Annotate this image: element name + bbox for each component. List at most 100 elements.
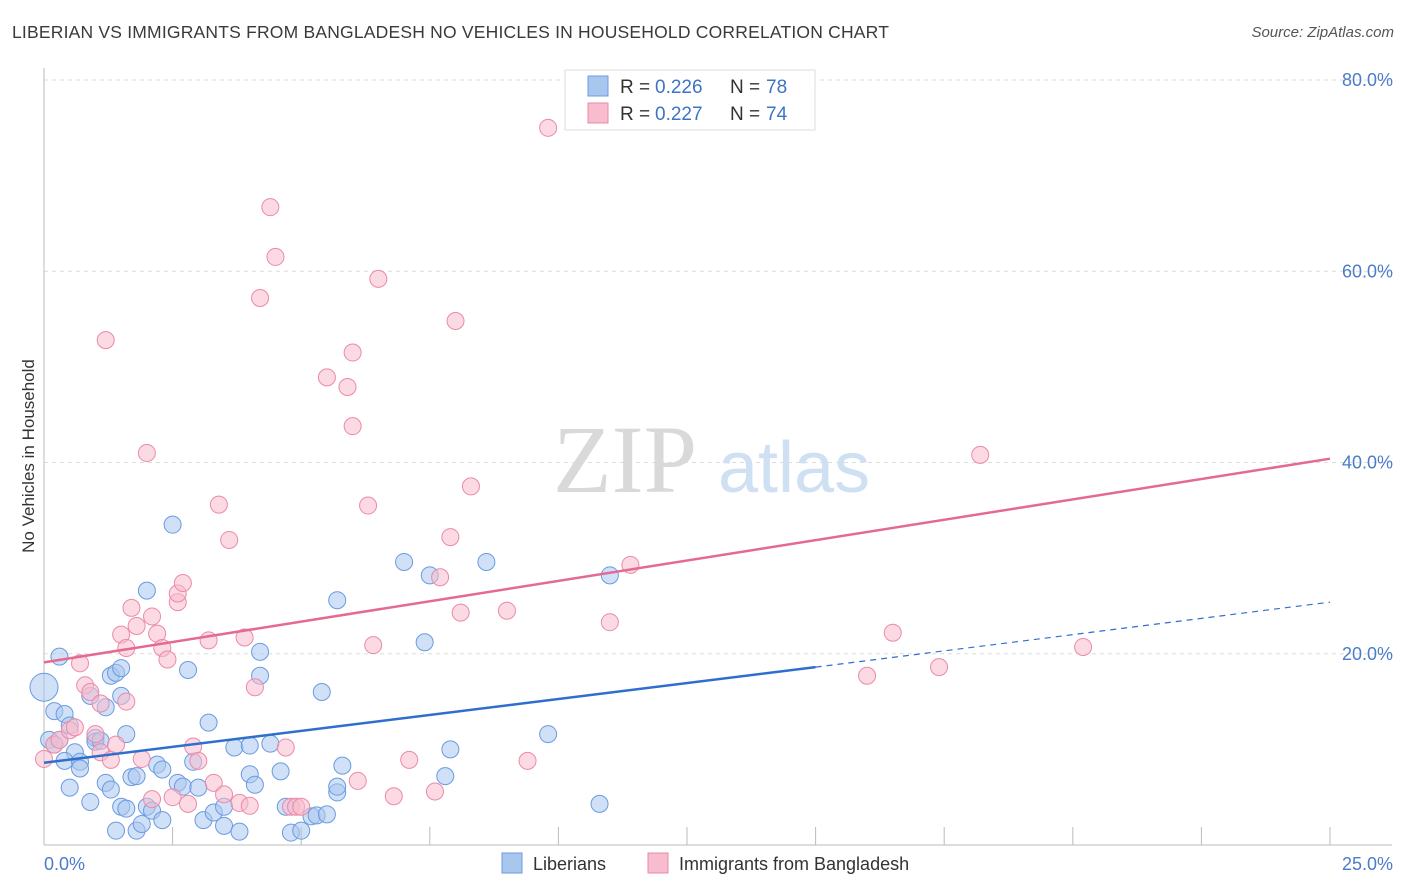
point-series1-9 (91, 694, 110, 713)
point-series0-66 (328, 591, 347, 610)
point-series0-77 (590, 794, 609, 813)
point-series0-28 (117, 799, 136, 818)
point-series1-25 (158, 650, 177, 669)
point-series0-21 (112, 659, 131, 678)
point-series0-33 (137, 581, 156, 600)
y-tick-labels: 20.0% 40.0% 60.0% 80.0% (1342, 70, 1393, 664)
point-series1-40 (240, 796, 259, 815)
y-tick-label-0: 20.0% (1342, 644, 1393, 664)
point-series1-20 (137, 443, 156, 462)
point-series1-72 (930, 658, 949, 677)
legend-r-value-2: 0.227 (655, 104, 703, 125)
bottom-legend-bangladesh: Immigrants from Bangladesh (679, 854, 909, 874)
point-series0-37 (153, 760, 172, 779)
x-tick-labels: 0.0% 25.0% (44, 854, 1393, 874)
point-series1-57 (384, 787, 403, 806)
legend-n-value-1: 78 (766, 77, 787, 98)
point-series0-75 (477, 552, 496, 571)
point-series1-73 (971, 445, 990, 464)
watermark-atlas: atlas (718, 428, 870, 508)
point-series1-30 (179, 794, 198, 813)
point-series0-38 (153, 811, 172, 830)
point-series1-63 (451, 603, 470, 622)
point-series1-50 (338, 377, 357, 396)
point-series1-74 (1074, 638, 1093, 657)
point-series1-45 (276, 738, 295, 757)
point-series1-0 (35, 749, 53, 768)
bottom-legend-swatch-liberians (501, 852, 523, 874)
point-series0-32 (132, 814, 151, 833)
point-series1-37 (220, 530, 239, 549)
point-series1-71 (883, 623, 902, 642)
point-series1-22 (143, 607, 162, 626)
point-series1-17 (122, 598, 141, 617)
point-series1-5 (71, 654, 90, 673)
point-series1-68 (600, 613, 619, 632)
point-series1-11 (96, 331, 115, 350)
point-series0-30 (127, 767, 146, 786)
point-series1-65 (497, 601, 516, 620)
point-series1-7 (81, 683, 100, 701)
point-series1-48 (292, 797, 311, 816)
point-series0-12 (60, 778, 79, 797)
trend-line-series1 (43, 457, 1331, 664)
y-tick-label-2: 60.0% (1342, 261, 1393, 281)
data-points (29, 118, 1093, 842)
x-tick-label-0: 0.0% (44, 854, 85, 874)
point-series1-44 (266, 247, 285, 266)
point-series1-29 (173, 573, 192, 592)
point-series1-18 (127, 617, 146, 636)
legend-swatch-liberians (587, 75, 609, 97)
legend-r-label-1: R = (620, 77, 650, 98)
point-series1-70 (858, 666, 877, 685)
point-series1-16 (117, 692, 136, 711)
watermark: ZIP atlas (553, 406, 870, 513)
point-series0-74 (441, 740, 460, 759)
point-series1-26 (163, 788, 182, 807)
legend-n-label-1: N = (730, 77, 760, 98)
point-series0-0 (29, 672, 59, 702)
point-series0-46 (199, 713, 218, 732)
trend-lines (43, 457, 1331, 765)
y-tick-label-3: 80.0% (1342, 70, 1393, 90)
point-series0-58 (271, 762, 290, 781)
point-series0-50 (215, 816, 234, 835)
point-series1-13 (107, 735, 126, 754)
point-series1-56 (369, 269, 388, 288)
point-series0-68 (328, 777, 347, 796)
point-series1-43 (261, 198, 280, 217)
trend-extension-series0 (815, 601, 1331, 668)
point-series0-69 (317, 805, 336, 824)
legend-n-value-2: 74 (766, 104, 788, 125)
legend-r-value-1: 0.226 (655, 77, 703, 98)
point-series1-8 (86, 725, 105, 744)
legend-swatch-bangladesh (587, 102, 609, 124)
point-series1-52 (343, 417, 362, 436)
trend-line-series0 (43, 665, 816, 765)
point-series1-62 (446, 311, 465, 330)
source-label: Source: ZipAtlas.com (1251, 24, 1394, 41)
point-series0-64 (312, 683, 331, 701)
point-series0-11 (71, 759, 90, 778)
point-series0-70 (395, 552, 414, 571)
point-series1-64 (461, 477, 480, 496)
point-series0-24 (101, 780, 120, 799)
point-series1-34 (204, 773, 223, 792)
x-tick-label-1: 25.0% (1342, 854, 1393, 874)
point-series1-39 (235, 628, 254, 647)
legend-n-label-2: N = (730, 104, 760, 125)
y-axis-label: No Vehicles in Household (19, 359, 38, 553)
point-series1-41 (245, 678, 264, 697)
point-series0-61 (292, 821, 311, 840)
point-series1-32 (189, 751, 208, 770)
point-series0-73 (436, 767, 455, 786)
point-series1-54 (359, 496, 378, 515)
bottom-legend: Liberians Immigrants from Bangladesh (501, 852, 909, 874)
chart-title: LIBERIAN VS IMMIGRANTS FROM BANGLADESH N… (12, 22, 890, 42)
point-series1-55 (364, 636, 383, 655)
point-series1-58 (400, 750, 419, 769)
point-series0-71 (415, 633, 434, 652)
point-series1-51 (343, 343, 362, 362)
point-series1-35 (209, 495, 228, 514)
point-series1-36 (215, 785, 234, 804)
